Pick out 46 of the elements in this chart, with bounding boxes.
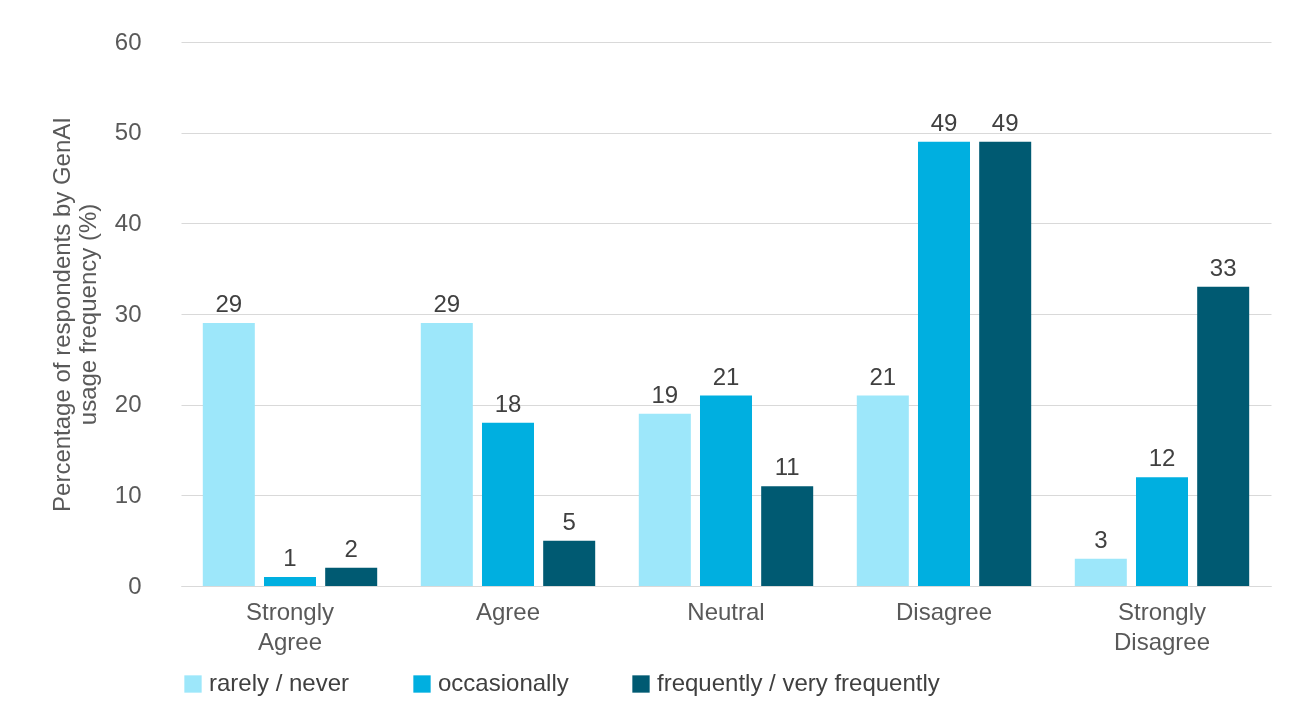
bar — [761, 486, 814, 586]
data-label: 49 — [930, 108, 958, 136]
x-tick-label: Agree — [475, 597, 541, 625]
data-label: 2 — [344, 534, 358, 562]
bar — [263, 576, 317, 586]
bar — [979, 141, 1032, 586]
bar — [420, 323, 473, 586]
x-tick-label: Disagree — [895, 597, 993, 625]
data-label: 19 — [651, 380, 679, 408]
data-label: 29 — [433, 290, 461, 318]
bar — [481, 422, 535, 586]
y-tick-label: 40 — [114, 208, 142, 236]
data-label: 5 — [562, 507, 576, 535]
bar — [917, 141, 971, 586]
data-label: 29 — [215, 290, 243, 318]
bar — [699, 395, 753, 586]
bar — [1135, 477, 1189, 586]
data-label: 12 — [1148, 444, 1176, 472]
y-axis-title: Percentage of respondents by GenAI usage frequency (%) — [47, 117, 101, 512]
data-label: 3 — [1094, 525, 1108, 553]
y-tick-label: 10 — [114, 480, 142, 508]
bar — [325, 567, 378, 586]
legend-label: occasionally — [438, 669, 569, 696]
bar — [638, 413, 691, 586]
legend-label: rarely / never — [209, 669, 350, 696]
data-label: 49 — [991, 108, 1019, 136]
y-tick-label: 20 — [114, 390, 142, 418]
y-tick-label: 30 — [114, 299, 142, 327]
data-label: 11 — [774, 453, 800, 481]
bar — [202, 323, 255, 586]
x-tick-label: Strongly Disagree — [1113, 597, 1211, 655]
data-label: 21 — [712, 362, 740, 390]
x-tick-label: Strongly Agree — [245, 597, 335, 655]
data-label: 1 — [283, 543, 297, 571]
bar — [1074, 558, 1127, 586]
bar — [1197, 286, 1250, 586]
data-label: 21 — [869, 362, 897, 390]
y-tick-label: 60 — [114, 27, 142, 55]
y-tick-label: 50 — [114, 118, 142, 146]
legend-label: frequently / very frequently — [657, 669, 940, 696]
bar — [543, 540, 596, 586]
y-tick-label: 0 — [128, 571, 142, 599]
data-label: 33 — [1209, 253, 1237, 281]
x-tick-label: Neutral — [687, 597, 765, 625]
bar — [856, 395, 909, 586]
data-label: 18 — [494, 389, 522, 417]
